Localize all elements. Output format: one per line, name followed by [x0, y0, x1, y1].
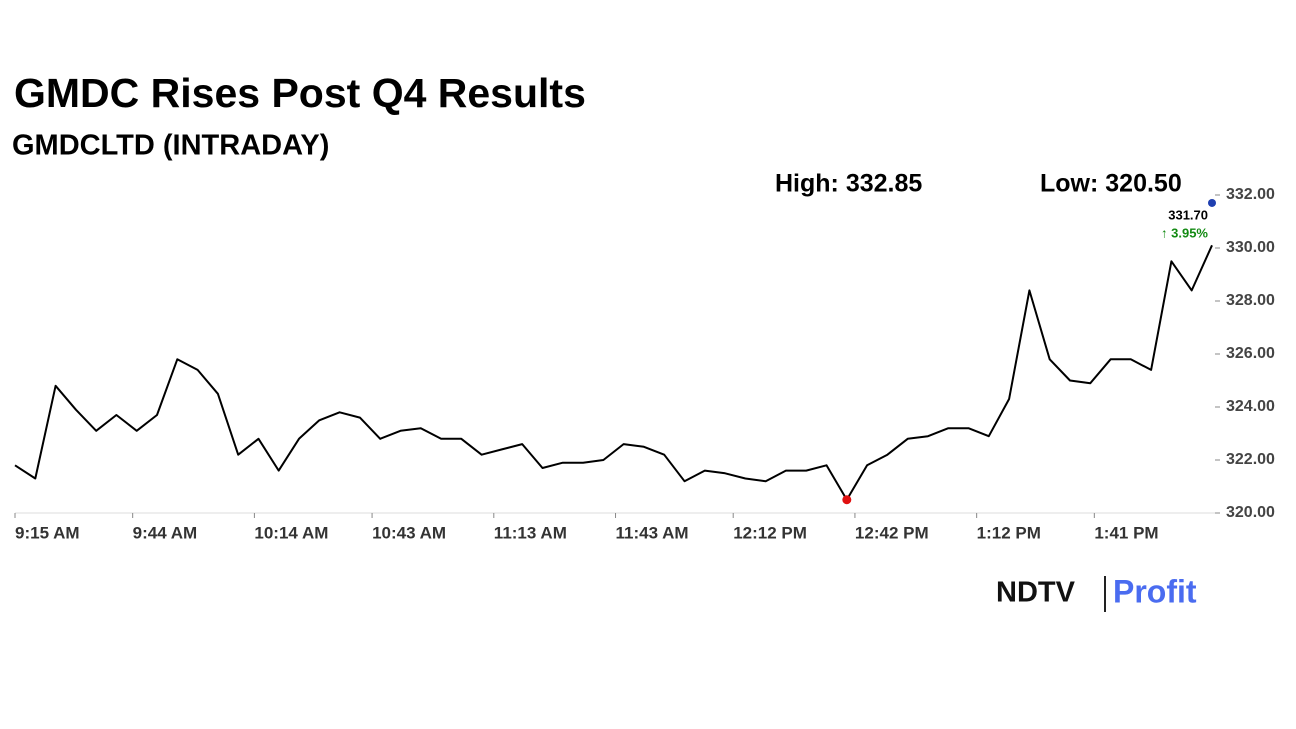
- y-tick-label: 322.00: [1226, 451, 1275, 468]
- y-tick-label: 324.00: [1226, 398, 1275, 415]
- low-label: Low: 320.50: [1040, 170, 1182, 198]
- last-marker: [1208, 198, 1216, 207]
- logo-ndtv: NDTV: [996, 577, 1076, 609]
- price-line: [14, 244, 1213, 501]
- x-tick-label: 12:42 PM: [855, 523, 929, 542]
- chart-title: GMDC Rises Post Q4 Results: [14, 70, 586, 116]
- x-tick-label: 10:14 AM: [254, 523, 328, 542]
- high-label: High: 332.85: [775, 170, 922, 198]
- chart-subtitle: GMDCLTD (INTRADAY): [12, 130, 329, 162]
- y-tick-label: 332.00: [1226, 186, 1275, 203]
- x-tick-label: 9:44 AM: [133, 523, 198, 542]
- low-marker: [842, 495, 852, 505]
- x-tick-label: 9:15 AM: [15, 523, 80, 542]
- y-tick-label: 320.00: [1226, 504, 1275, 521]
- y-tick-label: 330.00: [1226, 239, 1275, 256]
- logo-profit: Profit: [1113, 573, 1197, 609]
- x-tick-label: 1:12 PM: [977, 523, 1041, 542]
- last-price: 331.70: [1168, 207, 1208, 222]
- x-tick-label: 10:43 AM: [372, 523, 446, 542]
- x-tick-label: 1:41 PM: [1094, 523, 1158, 542]
- x-tick-label: 11:13 AM: [494, 523, 567, 542]
- x-tick-label: 12:12 PM: [733, 523, 807, 542]
- change-label: ↑ 3.95%: [1161, 225, 1208, 240]
- x-tick-label: 11:43 AM: [616, 523, 689, 542]
- y-tick-label: 326.00: [1226, 345, 1275, 362]
- y-tick-label: 328.00: [1226, 292, 1275, 309]
